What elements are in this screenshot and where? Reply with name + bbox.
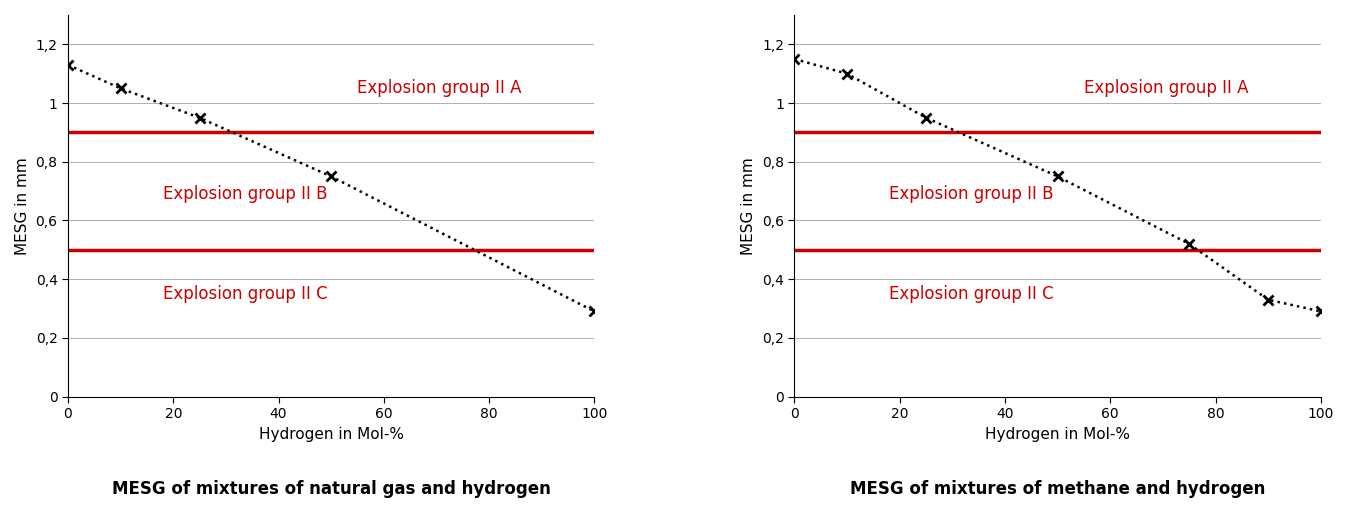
Text: Explosion group II A: Explosion group II A <box>1085 79 1248 97</box>
Y-axis label: MESG in mm: MESG in mm <box>15 157 30 254</box>
Text: Explosion group II B: Explosion group II B <box>889 185 1054 203</box>
Text: MESG of mixtures of methane and hydrogen: MESG of mixtures of methane and hydrogen <box>850 480 1265 499</box>
Text: Explosion group II C: Explosion group II C <box>889 285 1054 303</box>
Text: MESG of mixtures of natural gas and hydrogen: MESG of mixtures of natural gas and hydr… <box>112 480 550 499</box>
Y-axis label: MESG in mm: MESG in mm <box>742 157 757 254</box>
Text: Explosion group II C: Explosion group II C <box>163 285 328 303</box>
Text: Explosion group II B: Explosion group II B <box>163 185 328 203</box>
Text: Explosion group II A: Explosion group II A <box>357 79 522 97</box>
X-axis label: Hydrogen in Mol-%: Hydrogen in Mol-% <box>259 426 403 441</box>
X-axis label: Hydrogen in Mol-%: Hydrogen in Mol-% <box>985 426 1130 441</box>
